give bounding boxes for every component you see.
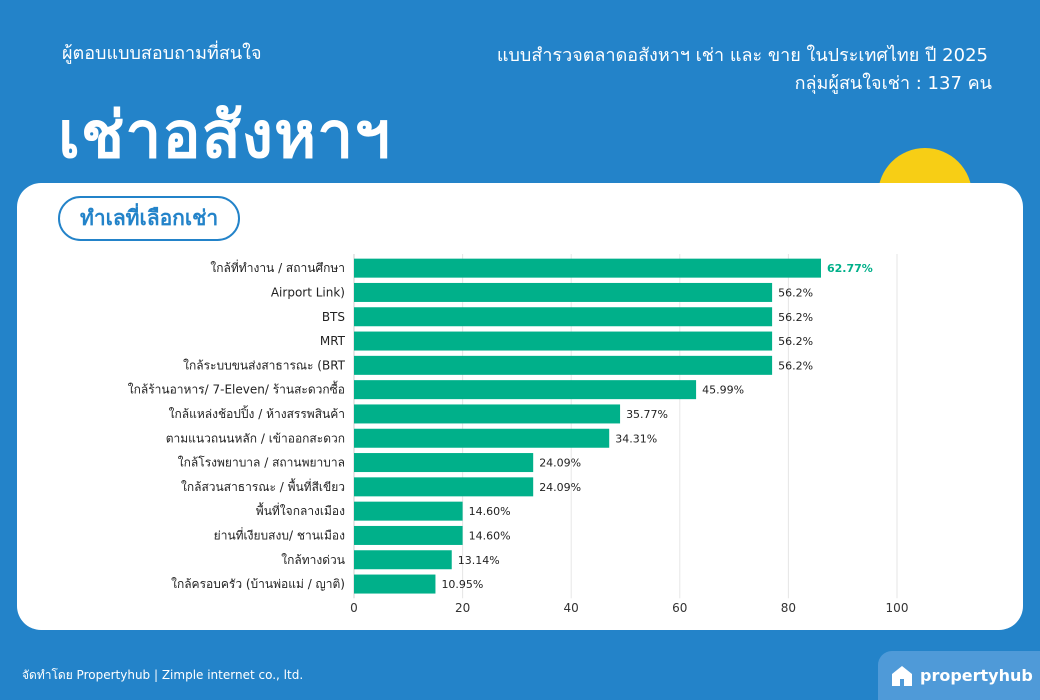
category-label: ใกล้สวนสาธารณะ / พื้นที่สีเขียว [181,478,345,494]
x-tick-label: 40 [564,601,579,615]
x-tick-label: 20 [455,601,470,615]
footer-credit: จัดทำโดย Propertyhub | Zimple internet c… [22,668,304,682]
survey-title: แบบสำรวจตลาดอสังหาฯ เช่า และ ขาย ในประเท… [496,45,988,66]
data-label: 24.09% [539,481,581,494]
data-label: 56.2% [778,311,813,324]
page-title: เช่าอสังหาฯ [58,99,392,173]
data-label: 56.2% [778,335,813,348]
data-label: 10.95% [441,578,483,591]
category-label: ใกล้ที่ทำงาน / สถานศึกษา [210,259,345,275]
category-label: ตามแนวถนนหลัก / เข้าออกสะดวก [166,431,345,445]
category-label: ใกล้ครอบครัว (บ้านพ่อแม่ / ญาติ) [171,577,345,591]
data-label: 62.77% [827,262,873,275]
respondent-count: กลุ่มผู้สนใจเช่า : 137 คน [794,73,992,94]
logo-text: propertyhub [920,666,1033,685]
category-label: Airport Link) [271,285,345,299]
category-label: ใกล้โรงพยาบาล / สถานพยาบาล [178,456,345,470]
x-tick-label: 100 [886,601,909,615]
bar [354,477,534,497]
bar [354,282,773,302]
bar [354,453,534,473]
category-label: ใกล้ทางด่วน [281,553,345,567]
house-icon [892,665,912,686]
x-tick-label: 60 [672,601,687,615]
bar [354,404,621,424]
category-label: BTS [322,310,345,324]
x-tick-label: 80 [781,601,796,615]
data-label: 56.2% [778,286,813,299]
category-label: พื้นที่ใจกลางเมือง [256,502,345,518]
data-label: 14.60% [469,505,511,518]
bar [354,501,463,521]
data-label: 45.99% [702,384,744,397]
category-label: ย่านที่เงียบสงบ/ ชานเมือง [214,526,345,542]
x-tick-label: 0 [350,601,358,615]
header-subtitle: ผู้ตอบแบบสอบถามที่สนใจ [62,43,262,64]
data-label: 14.60% [469,529,511,542]
category-label: MRT [320,334,346,348]
category-label: ใกล้ระบบขนส่งสาธารณะ (BRT [183,358,346,372]
bar [354,428,610,448]
category-label: ใกล้แหล่งช้อปปิ้ง / ห้างสรรพสินค้า [169,405,345,421]
data-label: 35.77% [626,408,668,421]
bar [354,258,821,278]
category-label: ใกล้ร้านอาหาร/ 7-Eleven/ ร้านสะดวกซื้อ [128,381,345,397]
data-label: 24.09% [539,457,581,470]
bar [354,525,463,545]
data-label: 34.31% [615,432,657,445]
bar [354,307,773,327]
bar [354,574,436,594]
data-label: 56.2% [778,359,813,372]
bar [354,550,452,570]
section-label-pill: ทำเลที่เลือกเช่า [58,196,241,241]
bar [354,331,773,351]
bar [354,380,697,400]
propertyhub-logo: propertyhub [878,651,1040,700]
data-label: 13.14% [458,554,500,567]
bar [354,355,773,375]
